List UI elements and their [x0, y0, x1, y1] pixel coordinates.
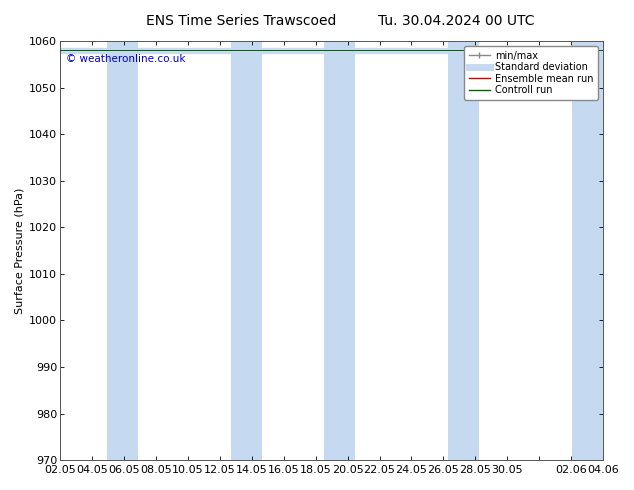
- Bar: [107, 41, 138, 460]
- Bar: [448, 41, 479, 460]
- Text: © weatheronline.co.uk: © weatheronline.co.uk: [65, 53, 185, 64]
- Text: Tu. 30.04.2024 00 UTC: Tu. 30.04.2024 00 UTC: [378, 14, 534, 28]
- Bar: [231, 41, 262, 460]
- Y-axis label: Surface Pressure (hPa): Surface Pressure (hPa): [15, 187, 25, 314]
- Text: ENS Time Series Trawscoed: ENS Time Series Trawscoed: [146, 14, 336, 28]
- Bar: [572, 41, 603, 460]
- Bar: [324, 41, 355, 460]
- Legend: min/max, Standard deviation, Ensemble mean run, Controll run: min/max, Standard deviation, Ensemble me…: [464, 46, 598, 100]
